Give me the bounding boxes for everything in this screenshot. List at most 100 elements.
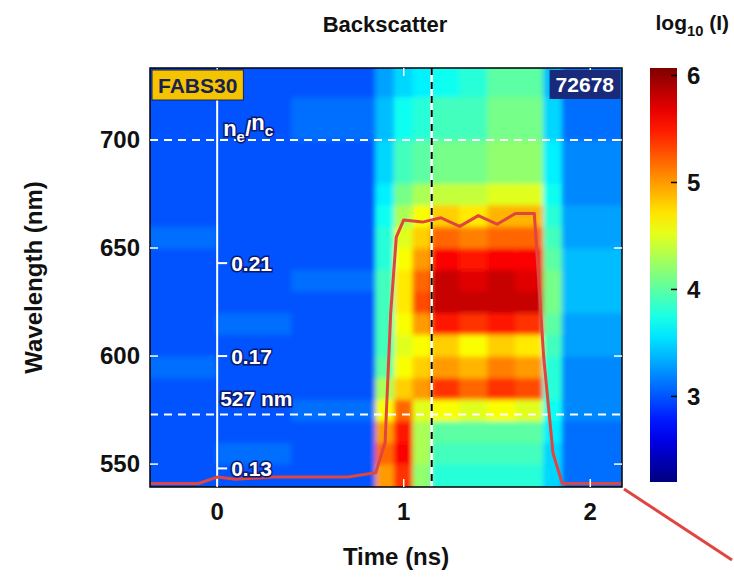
heat-cell <box>431 442 460 465</box>
heat-cell <box>487 442 516 465</box>
heat-cell <box>413 420 433 443</box>
heat-cell <box>515 356 544 379</box>
density-axis-line <box>216 98 218 487</box>
y-tick-label: 550 <box>100 450 140 477</box>
y-tick <box>150 463 158 465</box>
heat-cell <box>431 377 460 400</box>
heat-cell <box>150 399 218 422</box>
heat-cell <box>413 139 433 183</box>
heat-cell <box>515 399 544 422</box>
heat-cell <box>431 399 460 422</box>
heat-cell <box>413 183 433 206</box>
heat-cell <box>487 356 516 379</box>
heat-cell <box>487 183 516 206</box>
heat-cell <box>431 269 460 292</box>
cells <box>150 68 622 487</box>
heat-cell <box>543 312 563 335</box>
x-tick-label: 0 <box>210 498 223 525</box>
heat-cell <box>515 377 544 400</box>
x-tick <box>403 68 405 76</box>
heat-cell <box>515 334 544 357</box>
heat-cell <box>394 420 414 443</box>
heat-cell <box>394 399 414 422</box>
heat-cell <box>291 377 376 400</box>
heat-cell <box>459 183 488 206</box>
heat-cell <box>459 269 488 292</box>
heat-cell <box>431 139 460 183</box>
heat-cell <box>543 139 563 183</box>
heat-cell <box>150 291 218 314</box>
heat-cell <box>562 442 622 465</box>
heat-cell <box>375 183 395 206</box>
heat-cell <box>562 248 622 271</box>
x-tick <box>403 479 405 487</box>
heat-cell <box>217 291 293 314</box>
heat-cell <box>394 269 414 292</box>
heat-cell <box>150 248 218 271</box>
heat-cell <box>291 269 376 292</box>
heat-cell <box>487 269 516 292</box>
heat-cell <box>431 420 460 443</box>
heat-cell <box>487 334 516 357</box>
heat-cell <box>413 442 433 465</box>
heat-cell <box>150 204 218 227</box>
heat-cell <box>291 248 376 271</box>
heat-cell <box>394 312 414 335</box>
heat-cell <box>515 420 544 443</box>
heat-cell <box>150 442 218 465</box>
heat-cell <box>515 96 544 140</box>
heat-cell <box>394 291 414 314</box>
heat-cell <box>217 312 293 335</box>
heat-cell <box>562 183 622 206</box>
heat-cell <box>291 68 376 97</box>
line-series <box>150 213 622 483</box>
heat-cell <box>291 442 376 465</box>
heat-cell <box>291 204 376 227</box>
heat-cell <box>217 204 293 227</box>
heat-cell <box>375 139 395 183</box>
heat-cell <box>413 96 433 140</box>
heat-cell <box>431 183 460 206</box>
heat-cell <box>459 356 488 379</box>
heat-cell <box>413 68 433 97</box>
colorbar-title: log10 (I) <box>656 11 730 39</box>
heat-cell <box>217 183 293 206</box>
heat-cell <box>543 248 563 271</box>
text-part: n <box>251 110 264 135</box>
heat-cell <box>150 334 218 357</box>
heat-cell <box>291 139 376 183</box>
heat-cell <box>515 204 544 227</box>
y-tick <box>614 247 622 249</box>
heat-cell <box>394 139 414 183</box>
heat-cell <box>394 334 414 357</box>
plot-area <box>150 68 622 487</box>
text-part: log <box>656 11 688 34</box>
heat-cell <box>487 377 516 400</box>
heat-cell <box>459 226 488 249</box>
heat-cell <box>413 377 433 400</box>
heat-cell <box>150 420 218 443</box>
heat-cell <box>150 226 218 249</box>
colorbar-tick-label: 4 <box>687 276 701 303</box>
heat-cell <box>459 291 488 314</box>
density-tick-label: 0.13 <box>231 457 272 480</box>
heat-cell <box>291 399 376 422</box>
colorbar-tick <box>671 182 677 184</box>
heat-cell <box>150 183 218 206</box>
heat-cell <box>431 334 460 357</box>
leader-line <box>624 489 732 560</box>
heat-cell <box>562 204 622 227</box>
heat-cell <box>515 139 544 183</box>
heat-cell <box>291 96 376 140</box>
heat-cell <box>543 399 563 422</box>
heat-cell <box>431 68 460 97</box>
reference-line <box>430 68 433 487</box>
heat-cell <box>375 96 395 140</box>
heat-cell <box>459 68 488 97</box>
heat-cell <box>394 248 414 271</box>
colorbar-tick-label: 6 <box>687 62 700 89</box>
heat-cell <box>562 291 622 314</box>
heat-cell <box>515 464 544 487</box>
heat-cell <box>515 68 544 97</box>
text-sub: 10 <box>687 23 703 39</box>
